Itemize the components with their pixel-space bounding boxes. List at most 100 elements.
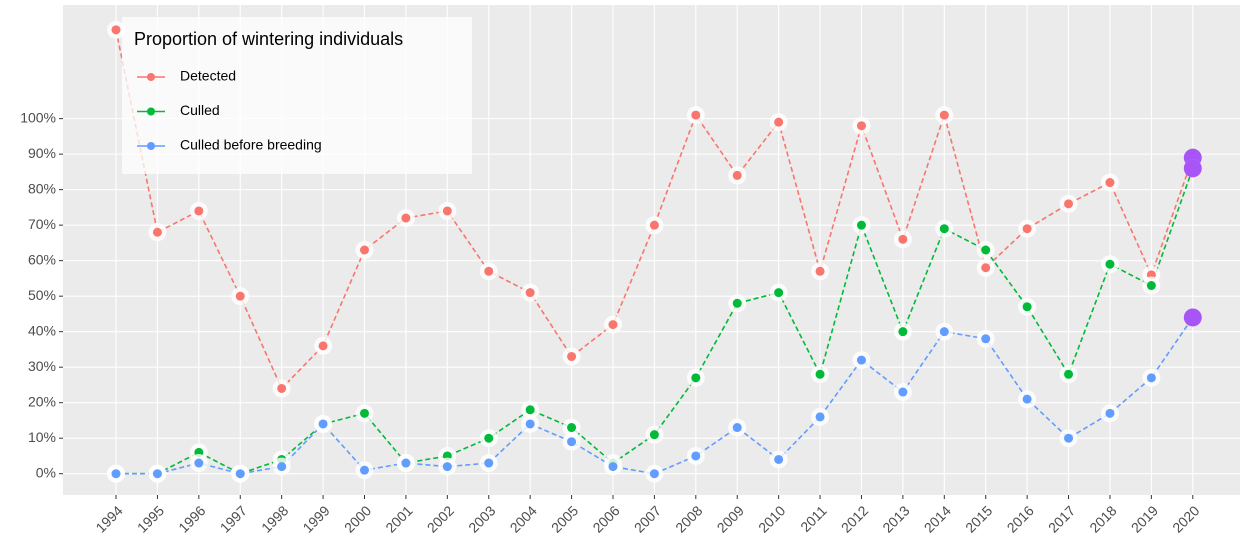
point [1146,281,1156,291]
y-tick-label: 20% [28,393,56,409]
x-tick-label: 2011 [797,502,830,535]
point [732,298,742,308]
point [567,352,577,362]
point [442,206,452,216]
y-tick-label: 0% [36,464,56,480]
point [1105,408,1115,418]
legend-marker [147,73,155,81]
x-tick-label: 2007 [631,502,664,535]
point [1064,199,1074,209]
point [1183,159,1202,178]
point [815,369,825,379]
point [608,462,618,472]
x-tick-label: 2002 [424,502,457,535]
x-tick-label: 1996 [175,502,208,535]
point [1022,394,1032,404]
point [194,458,204,468]
y-tick-label: 70% [28,216,56,232]
x-tick-label: 2000 [341,502,374,535]
point [981,334,991,344]
point [1022,302,1032,312]
point [1064,369,1074,379]
point [567,423,577,433]
point [525,419,535,429]
point [774,288,784,298]
point [815,266,825,276]
point [525,405,535,415]
legend-label: Detected [180,68,236,84]
x-tick-label: 2006 [589,502,622,535]
point [318,341,328,351]
point [649,469,659,479]
point [732,423,742,433]
x-tick-label: 1998 [258,502,291,535]
legend-marker [147,107,155,116]
x-tick-label: 2016 [1004,502,1037,535]
x-tick-label: 2020 [1169,502,1202,535]
y-tick-label: 10% [28,429,56,445]
point [359,245,369,255]
point [111,469,121,479]
point [235,291,245,301]
x-tick-label: 1997 [217,502,250,535]
point [898,327,908,337]
point [1146,373,1156,383]
point [525,288,535,298]
y-tick-label: 50% [28,287,56,303]
x-tick-label: 2005 [548,502,581,535]
y-tick-label: 40% [28,322,56,338]
x-tick-label: 1995 [134,502,167,535]
point [981,263,991,273]
point [649,220,659,230]
y-tick-label: 30% [28,358,56,374]
point [194,206,204,216]
point [939,327,949,337]
x-tick-label: 1999 [299,502,332,535]
point [856,220,866,230]
point [939,110,949,120]
point [277,462,287,472]
legend: Proportion of wintering individuals Dete… [122,17,472,174]
point [815,412,825,422]
point [484,266,494,276]
point [567,437,577,447]
point [898,387,908,397]
point [484,433,494,443]
point [691,451,701,461]
y-tick-label: 100% [20,109,56,125]
y-tick-label: 80% [28,180,56,196]
point [111,25,121,35]
legend-label: Culled before breeding [180,137,322,153]
marks [107,20,1202,483]
point [898,234,908,244]
x-tick-label: 1994 [92,502,125,535]
point [856,121,866,131]
point [152,227,162,237]
y-tick-label: 90% [28,145,56,161]
point [401,213,411,223]
point [732,170,742,180]
legend-label: Culled [180,102,220,118]
point [1183,308,1202,327]
point [608,320,618,330]
point [939,224,949,234]
point [856,355,866,365]
point [774,454,784,464]
y-tick-label: 60% [28,251,56,267]
point [152,469,162,479]
x-tick-label: 2001 [382,502,415,535]
point [235,469,245,479]
point [318,419,328,429]
legend-box [122,17,472,174]
x-tick-label: 2019 [1128,502,1161,535]
x-tick-label: 2012 [838,502,871,535]
legend-title: Proportion of wintering individuals [134,29,403,49]
point [442,462,452,472]
series-line [116,317,1194,475]
series-line [115,29,1194,390]
x-tick-label: 2010 [755,502,788,535]
point [401,458,411,468]
point [649,430,659,440]
x-tick-label: 2015 [962,502,995,535]
